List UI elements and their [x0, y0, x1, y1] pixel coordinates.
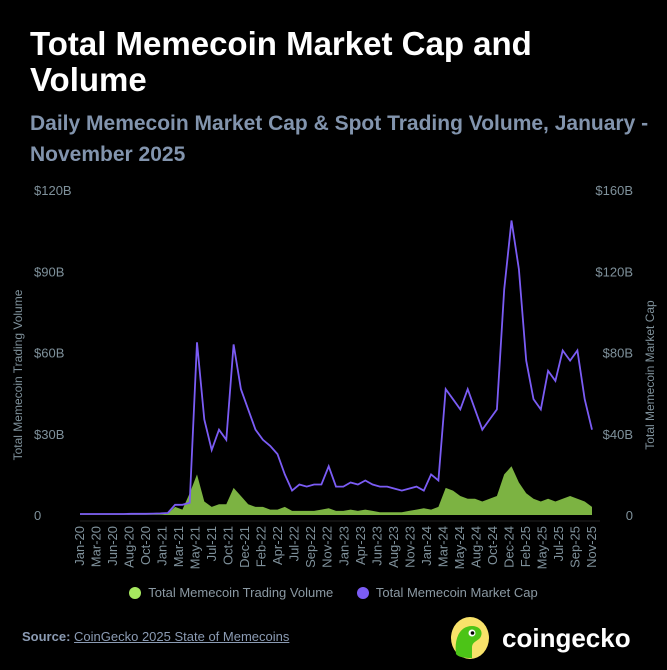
right-tick-label: $160B	[595, 183, 633, 198]
source-note: Source: CoinGecko 2025 State of Memecoin…	[22, 629, 289, 644]
left-axis-label: Total Memecoin Trading Volume	[11, 289, 25, 460]
x-tick-label: Aug-24	[468, 526, 483, 568]
x-tick-label: Nov-25	[584, 526, 599, 568]
x-tick-label: Oct-21	[221, 526, 236, 565]
source-link[interactable]: CoinGecko 2025 State of Memecoins	[74, 629, 290, 644]
left-tick-label: $60B	[34, 346, 64, 361]
x-tick-label: Mar-21	[171, 526, 186, 567]
right-tick-label: 0	[626, 508, 633, 523]
left-tick-label: 0	[34, 508, 41, 523]
legend-item-volume[interactable]: Total Memecoin Trading Volume	[129, 585, 333, 600]
x-tick-label: Jun-23	[369, 526, 384, 566]
x-tick-label: Feb-25	[518, 526, 533, 567]
chart: 0 $30B $60B $90B $120B 0 $40B $80B $120B $160B To…	[11, 183, 657, 569]
left-tick-label: $120B	[34, 183, 72, 198]
legend-dot-icon	[129, 586, 142, 599]
x-tick-label: May-25	[534, 526, 549, 569]
legend: Total Memecoin Trading Volume Total Meme…	[0, 585, 667, 602]
x-tick-label: May-24	[452, 526, 467, 569]
x-tick-label: Mar-20	[89, 526, 104, 567]
x-tick-label: Jan-21	[155, 526, 170, 566]
left-tick-label: $30B	[34, 427, 64, 442]
x-tick-label: Jan-23	[336, 526, 351, 566]
x-tick-label: Dec-21	[237, 526, 252, 568]
x-tick-label: Jul-22	[287, 526, 302, 561]
x-tick-label: Jul-25	[551, 526, 566, 561]
right-tick-label: $120B	[595, 264, 633, 279]
x-tick-label: Apr-23	[353, 526, 368, 565]
x-tick-label: Jun-20	[105, 526, 120, 566]
left-tick-label: $90B	[34, 264, 64, 279]
chart-subtitle: Daily Memecoin Market Cap & Spot Trading…	[30, 112, 649, 166]
market-cap-line	[80, 220, 593, 515]
chart-title: Total Memecoin Market Cap and Volume	[30, 25, 532, 98]
coingecko-logo: coingecko	[450, 616, 631, 660]
volume-area	[80, 466, 592, 515]
x-tick-label: Apr-22	[270, 526, 285, 565]
x-tick-label: Oct-24	[485, 526, 500, 565]
x-tick-label: Sep-25	[567, 526, 582, 568]
x-tick-label: Jan-24	[419, 526, 434, 566]
source-label: Source:	[22, 629, 71, 644]
right-axis-label: Total Memecoin Market Cap	[643, 300, 657, 450]
legend-dot-icon	[356, 586, 369, 599]
x-tick-label: Nov-22	[320, 526, 335, 568]
legend-label: Total Memecoin Market Cap	[375, 585, 538, 600]
legend-item-market-cap[interactable]: Total Memecoin Market Cap	[356, 585, 538, 600]
x-tick-label: Jan-20	[72, 526, 87, 566]
x-tick-label: May-21	[188, 526, 203, 569]
x-tick-label: Mar-24	[435, 526, 450, 567]
right-tick-label: $40B	[603, 427, 633, 442]
x-tick-label: Nov-23	[402, 526, 417, 568]
x-tick-label: Feb-22	[254, 526, 269, 567]
x-tick-label: Jul-21	[204, 526, 219, 561]
x-tick-label: Oct-20	[138, 526, 153, 565]
logo-text: coingecko	[502, 622, 631, 653]
x-tick-label: Sep-22	[303, 526, 318, 568]
x-tick-label: Aug-23	[386, 526, 401, 568]
gecko-icon	[451, 617, 489, 659]
x-tick-label: Dec-24	[501, 526, 516, 568]
right-tick-label: $80B	[603, 346, 633, 361]
x-tick-label: Aug-20	[122, 526, 137, 568]
legend-label: Total Memecoin Trading Volume	[148, 585, 334, 600]
